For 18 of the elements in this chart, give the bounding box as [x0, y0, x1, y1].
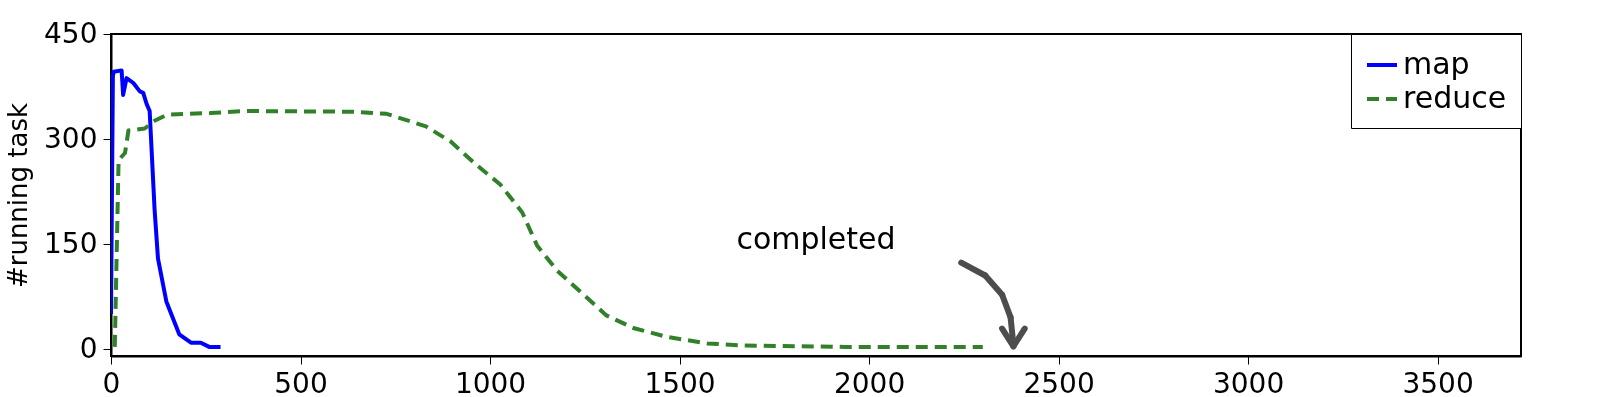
- y-tick-label: 300: [44, 121, 98, 155]
- x-tick-label: 2000: [833, 366, 906, 397]
- legend-label: reduce: [1403, 80, 1507, 115]
- x-tick-label: 3500: [1402, 366, 1474, 397]
- x-tick-label: 0: [102, 366, 121, 397]
- annotation: completed: [736, 221, 896, 257]
- y-tick-label: 150: [44, 226, 98, 260]
- x-tick-label: 1000: [454, 366, 527, 397]
- x-tick-label: 1500: [644, 366, 716, 397]
- y-tick-label: 450: [44, 16, 98, 50]
- line-series: [111, 68, 223, 349]
- y-axis-title: #running task: [3, 102, 34, 289]
- x-tick-label: 2500: [1023, 366, 1095, 397]
- y-tick-label: 0: [79, 331, 98, 365]
- legend-label: map: [1403, 46, 1470, 81]
- x-tick-label: 3000: [1212, 366, 1285, 397]
- x-tick-label: 500: [274, 366, 328, 397]
- line-series: [112, 109, 985, 349]
